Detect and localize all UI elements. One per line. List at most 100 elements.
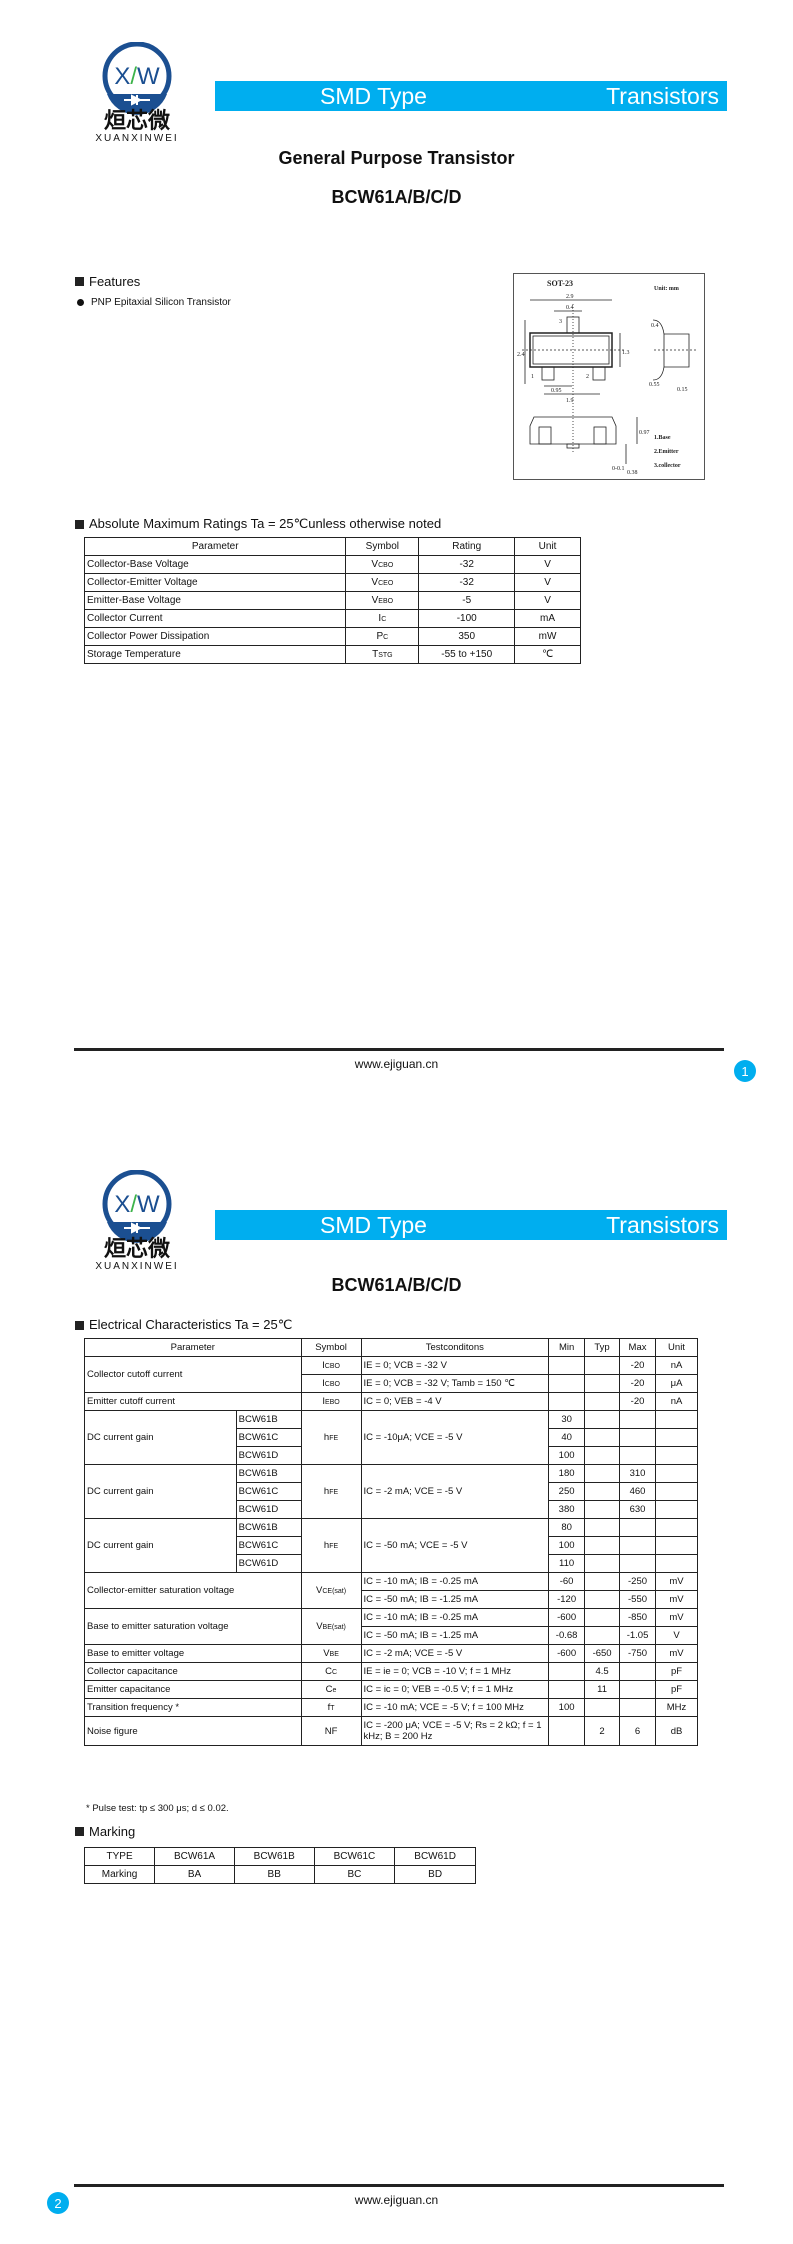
parameter-cell: DC current gain bbox=[84, 1410, 237, 1465]
banner-transistors: Transistors bbox=[606, 1211, 719, 1238]
max-cell bbox=[619, 1446, 657, 1465]
package-unit: Unit: mm bbox=[654, 286, 679, 292]
rating-cell: -5 bbox=[418, 591, 516, 610]
table-row: Collector cutoff current ICBO IE = 0; VCB … bbox=[84, 1356, 698, 1393]
symbol-subscript: e bbox=[332, 1687, 337, 1694]
symbol-cell: VCE(sat) bbox=[300, 1572, 362, 1609]
symbol-main: I bbox=[378, 613, 382, 624]
max-cell: -750 bbox=[619, 1644, 657, 1663]
table-row: Base to emitter voltage VBE IC = -2 mA; VC… bbox=[84, 1644, 698, 1663]
parameter-cell: Noise figure bbox=[84, 1716, 302, 1746]
table-row: ICBO IE = 0; VCB = -32 V; Tamb = 150 ℃ -20… bbox=[85, 1374, 698, 1393]
symbol-cell: Ce bbox=[300, 1680, 362, 1699]
symbol-subscript: CEO bbox=[378, 580, 394, 587]
pin-3-label: 3 bbox=[559, 319, 562, 325]
pin-2-label: 2 bbox=[586, 374, 589, 380]
max-cell bbox=[619, 1662, 657, 1681]
min-cell: -600 bbox=[548, 1608, 586, 1627]
table-row: Emitter-Base Voltage VEBO -5 V bbox=[83, 591, 581, 610]
symbol-subscript: FE bbox=[329, 1489, 339, 1496]
col-parameter: Parameter bbox=[84, 1338, 302, 1357]
table-row: Collector capacitance CC IE = ie = 0; VCB … bbox=[84, 1662, 698, 1681]
page-number-badge: 1 bbox=[734, 1060, 756, 1082]
variant-cell: BCW61B bbox=[235, 1464, 302, 1483]
symbol-main: I bbox=[322, 1360, 325, 1371]
min-cell: -0.68 bbox=[548, 1626, 586, 1645]
parameter-cell: Emitter capacitance bbox=[84, 1680, 302, 1699]
variant-cell: BCW61D bbox=[235, 1500, 302, 1519]
typ-cell bbox=[584, 1626, 621, 1645]
unit-cell: ℃ bbox=[514, 645, 581, 664]
max-cell: 310 bbox=[619, 1464, 657, 1483]
pin-legend-emitter: 2.Emitter bbox=[654, 449, 679, 455]
symbol-subscript: CE(sat) bbox=[322, 1588, 347, 1595]
parameter-cell: Collector Current bbox=[83, 609, 347, 628]
unit-cell: pF bbox=[655, 1680, 698, 1699]
square-bullet-icon bbox=[75, 1827, 84, 1836]
marking-table: TYPE BCW61A BCW61B BCW61C BCW61D Marking BA BB B… bbox=[83, 1847, 476, 1884]
typ-cell bbox=[584, 1536, 621, 1555]
symbol-main: V bbox=[371, 577, 379, 588]
min-cell bbox=[548, 1392, 586, 1411]
max-cell: -20 bbox=[619, 1356, 657, 1375]
rating-cell: -55 to +150 bbox=[418, 645, 516, 664]
dim-body-width: 1.3 bbox=[622, 350, 630, 356]
max-cell: -850 bbox=[619, 1608, 657, 1627]
max-cell: 6 bbox=[619, 1716, 657, 1746]
marking-cell: BA bbox=[154, 1865, 235, 1884]
svg-text:XUANXINWEI: XUANXINWEI bbox=[95, 133, 178, 142]
marking-row-label: Marking bbox=[83, 1865, 156, 1884]
typ-cell bbox=[584, 1428, 621, 1447]
pulse-test-note: * Pulse test: tp ≤ 300 μs; d ≤ 0.02. bbox=[86, 1803, 229, 1814]
typ-cell bbox=[584, 1518, 621, 1537]
part-number: BCW61A/B/C/D bbox=[331, 1275, 462, 1295]
footer-website: www.ejiguan.cn bbox=[354, 1057, 439, 1071]
company-logo: X/W 烜芯微 XUANXINWEI bbox=[82, 41, 192, 147]
max-cell: -20 bbox=[619, 1374, 657, 1393]
parameter-cell: Collector-emitter saturation voltage bbox=[84, 1572, 302, 1609]
unit-cell: V bbox=[514, 591, 581, 610]
page-number-badge: 2 bbox=[47, 2192, 69, 2214]
col-symbol: Symbol bbox=[345, 537, 420, 556]
rating-cell: -32 bbox=[418, 573, 516, 592]
svg-text:XUANXINWEI: XUANXINWEI bbox=[95, 1261, 178, 1270]
marking-heading: Marking bbox=[75, 1824, 135, 1839]
unit-cell bbox=[655, 1500, 698, 1519]
condition-cell: IC = -2 mA; VCE = -5 V bbox=[360, 1464, 550, 1519]
footer-divider bbox=[74, 1048, 724, 1051]
doc-title: General Purpose Transistor bbox=[278, 148, 515, 168]
dim-lead-bottom: 0.55 bbox=[649, 382, 660, 388]
rating-cell: -32 bbox=[418, 555, 516, 574]
symbol-subscript: C bbox=[381, 616, 387, 623]
min-cell: 40 bbox=[548, 1428, 586, 1447]
min-cell bbox=[548, 1716, 586, 1746]
banner-smd-type: SMD Type bbox=[320, 1211, 427, 1238]
pin-1-label: 1 bbox=[531, 374, 534, 380]
parameter-cell: Transition frequency * bbox=[84, 1698, 302, 1717]
symbol-cell: hFE bbox=[300, 1410, 362, 1465]
symbol-cell: fT bbox=[300, 1698, 362, 1717]
condition-cell: IC = -10 mA; IB = -0.25 mA bbox=[360, 1572, 550, 1591]
unit-cell bbox=[655, 1518, 698, 1537]
svg-text:X/W: X/W bbox=[114, 63, 160, 90]
min-cell bbox=[548, 1356, 586, 1375]
parameter-cell: Emitter cutoff current bbox=[84, 1392, 302, 1411]
min-cell: 100 bbox=[548, 1536, 586, 1555]
typ-cell: -650 bbox=[584, 1644, 621, 1663]
table-row: DC current gain BCW61B hFE IC = -10μA; VCE … bbox=[84, 1410, 698, 1465]
symbol-main: V bbox=[371, 559, 379, 570]
typ-cell bbox=[584, 1572, 621, 1591]
typ-cell bbox=[584, 1392, 621, 1411]
symbol-subscript: STG bbox=[378, 652, 393, 659]
amr-heading: Absolute Maximum Ratings Ta = 25℃unless … bbox=[75, 516, 441, 532]
variant-cell: BCW61C bbox=[235, 1536, 302, 1555]
footer-divider bbox=[74, 2184, 724, 2187]
min-cell: 80 bbox=[548, 1518, 586, 1537]
symbol-cell: NF bbox=[300, 1716, 362, 1746]
symbol-main: I bbox=[322, 1396, 325, 1407]
svg-text:X/W: X/W bbox=[114, 1191, 160, 1218]
symbol-main: V bbox=[371, 595, 379, 606]
max-cell: -20 bbox=[619, 1392, 657, 1411]
unit-cell: V bbox=[655, 1626, 698, 1645]
table-row: Storage Temperature TSTG -55 to +150 ℃ bbox=[83, 645, 581, 664]
